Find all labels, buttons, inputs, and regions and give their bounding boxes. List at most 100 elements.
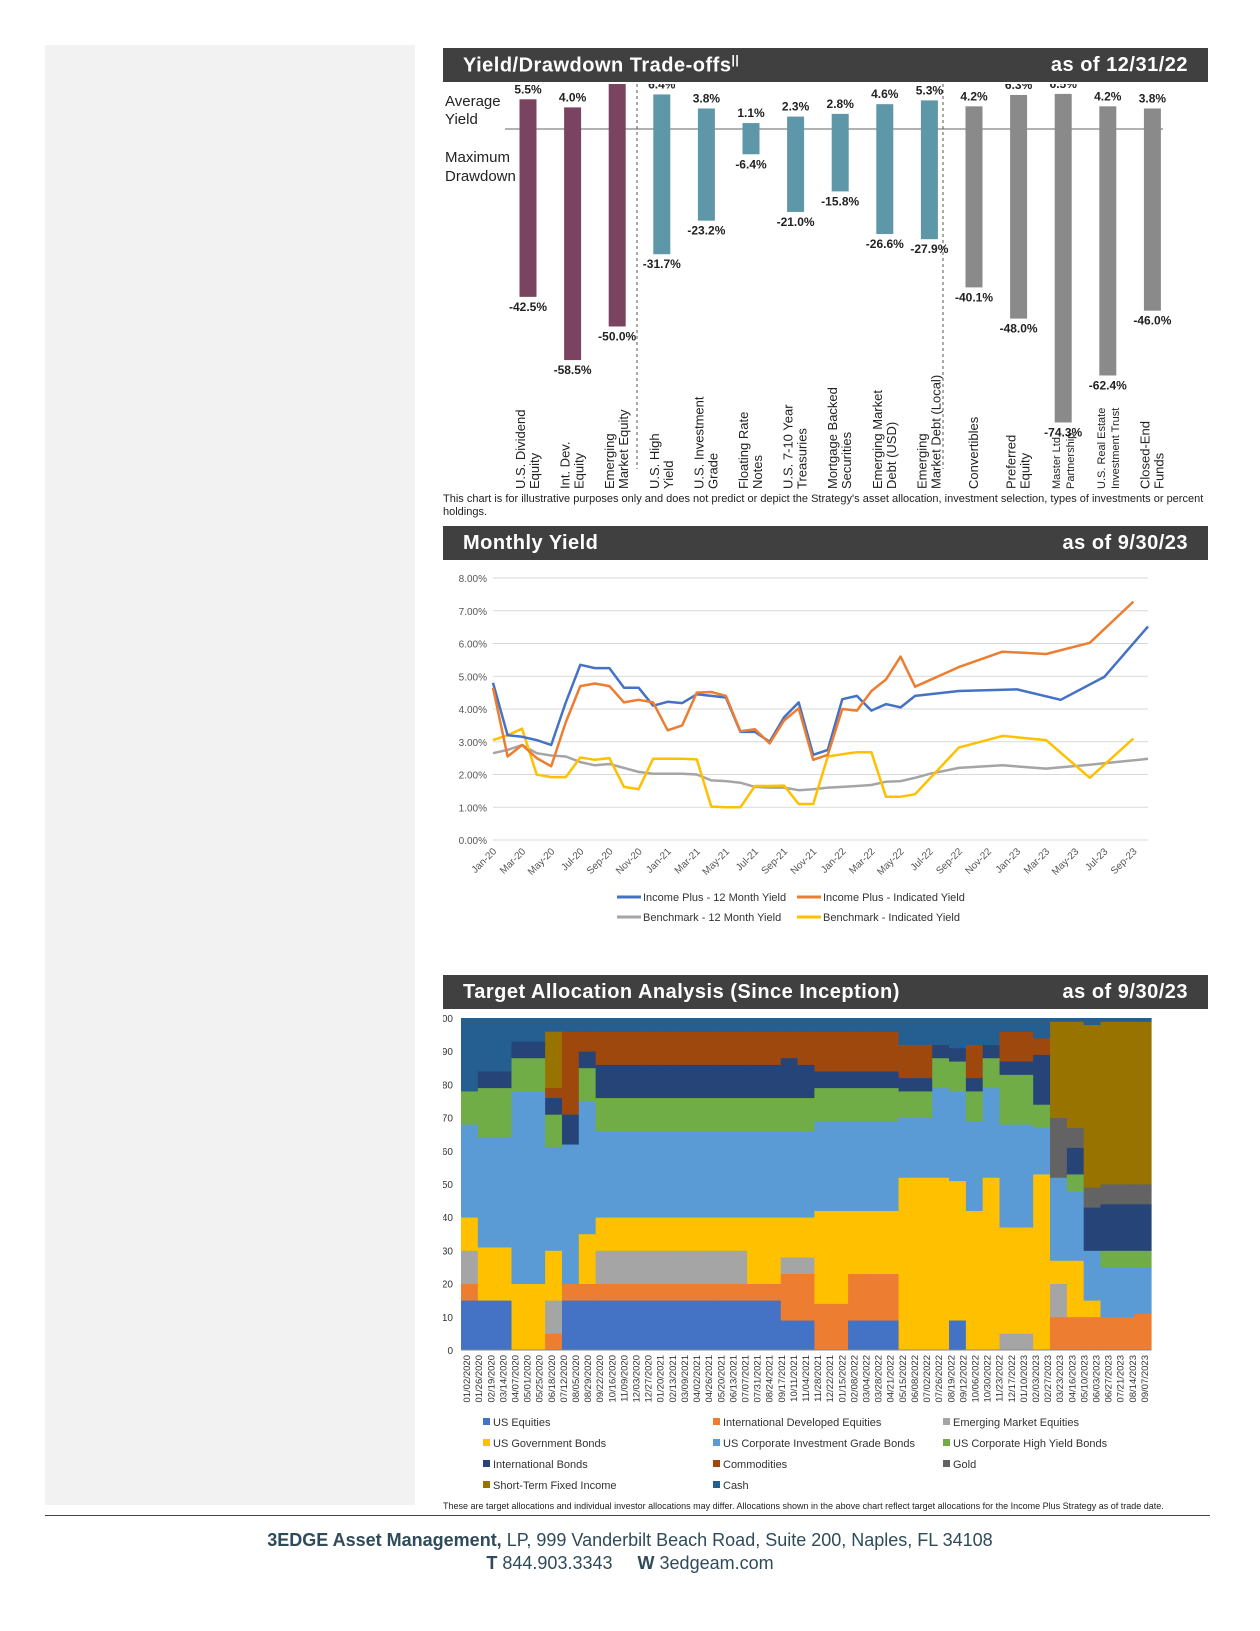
x-tick-label: 06/03/2023 (1092, 1355, 1103, 1403)
yield-data-label: 5.5% (514, 84, 542, 96)
category-label: Emerging MarketDebt (USD) (870, 390, 899, 489)
allocation-segment (511, 1018, 546, 1042)
allocation-segment (932, 1177, 950, 1351)
allocation-segment (1066, 1174, 1085, 1192)
footer-web[interactable]: 3edgeam.com (659, 1553, 774, 1573)
allocation-segment (864, 1273, 900, 1321)
x-tick-label: 05/10/2023 (1079, 1355, 1090, 1403)
allocation-segment (662, 1283, 681, 1301)
allocation-segment (679, 1130, 715, 1218)
allocation-segment (965, 1044, 984, 1079)
legend-swatch (483, 1460, 490, 1467)
drawdown-bar (519, 129, 537, 297)
allocation-segment (932, 1057, 950, 1089)
allocation-segment (545, 1114, 563, 1148)
legend-swatch (483, 1418, 490, 1425)
allocation-segment (561, 1114, 580, 1145)
allocation-segment (797, 1031, 816, 1065)
x-tick-label: 10/11/2021 (789, 1355, 800, 1402)
x-tick-label: 11/28/2021 (813, 1355, 824, 1402)
x-tick-label: 05/25/2020 (535, 1355, 546, 1403)
x-tick-label: Mar-21 (673, 846, 703, 876)
y-tick-label: 5.00% (459, 672, 487, 683)
y-tick-label: 1.00% (459, 803, 487, 814)
allocation-segment (814, 1071, 832, 1089)
yield-data-label: 4.2% (1094, 89, 1122, 103)
legend-label: Gold (953, 1459, 976, 1471)
x-tick-label: 07/12/2020 (559, 1355, 570, 1403)
x-tick-label: 07/02/2022 (922, 1355, 933, 1403)
x-tick-label: 12/27/2020 (644, 1355, 655, 1403)
x-tick-label: Mar-22 (847, 846, 877, 876)
x-tick-label: 12/03/2020 (632, 1355, 643, 1403)
allocation-segment (898, 1117, 933, 1178)
y-tick-label: 30 (443, 1246, 453, 1257)
allocation-segment (999, 1018, 1034, 1032)
y-tick-label: 100 (443, 1014, 453, 1025)
yield-data-label: 3.8% (1139, 91, 1167, 105)
drawdown-data-label: -58.5% (554, 363, 592, 377)
yield-bar (831, 113, 849, 129)
legend-label: International Bonds (493, 1459, 588, 1471)
allocation-segment (461, 1283, 479, 1301)
allocation-segment (461, 1124, 479, 1218)
allocation-segment (662, 1130, 681, 1218)
allocation-segment (965, 1120, 984, 1211)
allocation-segment (848, 1210, 866, 1275)
allocation-segment (1083, 1207, 1102, 1251)
footer-address: 3EDGE Asset Management, LP, 999 Vanderbi… (0, 1530, 1260, 1551)
legend-label: Emerging Market Equities (953, 1417, 1079, 1429)
drawdown-bar (920, 129, 938, 240)
legend-swatch (943, 1439, 950, 1446)
yield-bar (697, 108, 715, 129)
x-tick-label: 12/17/2022 (1007, 1355, 1018, 1403)
allocation-segment (578, 1051, 597, 1069)
allocation-segment (1134, 1203, 1152, 1251)
allocation-segment (780, 1257, 799, 1275)
allocation-segment (511, 1283, 546, 1351)
allocation-segment (477, 1071, 513, 1089)
x-tick-label: 04/26/2021 (704, 1355, 715, 1403)
allocation-segment (814, 1087, 832, 1122)
allocation-segment (780, 1097, 799, 1132)
allocation-segment (831, 1087, 849, 1122)
x-tick-label: 06/13/2021 (728, 1355, 739, 1403)
allocation-segment (595, 1300, 647, 1351)
x-tick-label: 02/08/2022 (849, 1355, 860, 1403)
allocation-segment (646, 1283, 664, 1301)
allocation-segment (1033, 1054, 1051, 1105)
x-tick-label: May-20 (526, 846, 558, 878)
category-label: PreferredEquity (1004, 435, 1033, 489)
allocation-segment (545, 1300, 563, 1334)
yield-bar (564, 107, 582, 129)
monthly-asof: as of 9/30/23 (1062, 531, 1188, 554)
allocation-segment (898, 1044, 933, 1079)
allocation-segment (747, 1217, 782, 1284)
yield-row-label-2: Yield (445, 111, 478, 128)
allocation-segment (713, 1097, 748, 1132)
allocation-segment (797, 1018, 816, 1032)
yield-data-label: 6.4% (648, 84, 676, 91)
allocation-segment (999, 1031, 1034, 1062)
x-tick-label: May-23 (1050, 846, 1082, 878)
allocation-segment (797, 1257, 816, 1275)
x-tick-label: 08/24/2021 (765, 1355, 776, 1403)
allocation-segment (713, 1250, 748, 1284)
footer-phone[interactable]: 844.903.3343 (502, 1553, 613, 1573)
allocation-segment (713, 1064, 748, 1099)
allocation-segment (1134, 1267, 1152, 1314)
allocation-segment (848, 1071, 866, 1089)
allocation-segment (511, 1057, 546, 1092)
allocation-segment (747, 1064, 782, 1099)
legend-label: US Government Bonds (493, 1438, 607, 1450)
allocation-segment (1033, 1104, 1051, 1128)
allocation-segment (1134, 1018, 1152, 1022)
allocation-segment (780, 1018, 799, 1032)
x-tick-label: 10/06/2022 (970, 1355, 981, 1403)
drawdown-bar (1099, 129, 1117, 376)
allocation-segment (999, 1061, 1034, 1075)
x-tick-label: 02/19/2020 (486, 1355, 497, 1403)
allocation-segment (999, 1074, 1034, 1125)
category-label: Closed-EndFunds (1137, 421, 1166, 489)
allocation-segment (545, 1250, 563, 1301)
